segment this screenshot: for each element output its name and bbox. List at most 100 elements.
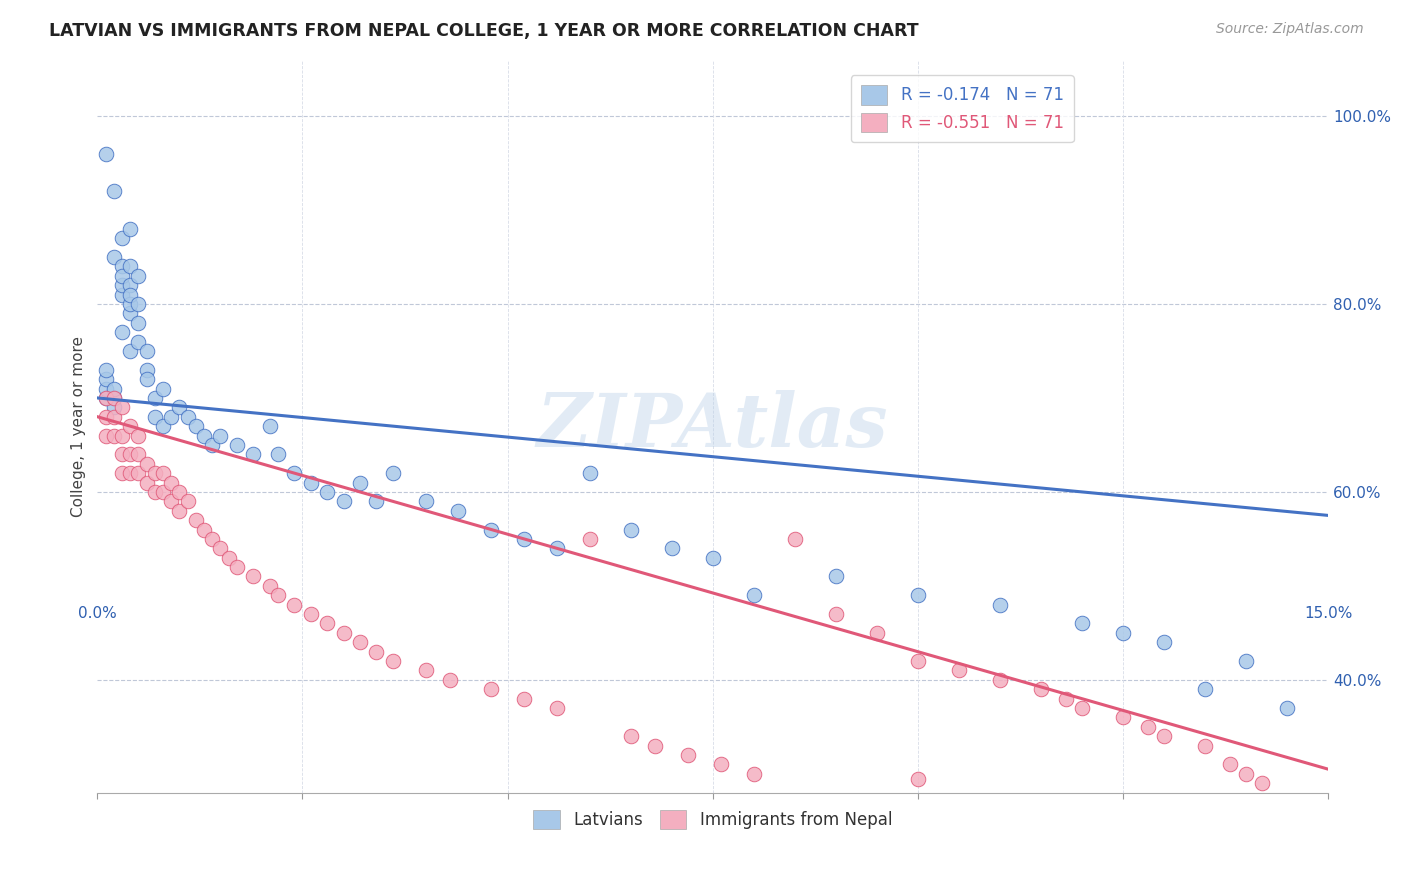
Point xyxy=(152,484,174,499)
Point xyxy=(209,541,232,556)
Point xyxy=(176,494,198,508)
Point xyxy=(546,541,568,556)
Point xyxy=(169,504,191,518)
Point xyxy=(824,607,846,621)
Point xyxy=(1219,757,1241,772)
Point xyxy=(702,550,724,565)
Point xyxy=(111,428,134,442)
Point xyxy=(907,588,929,602)
Point xyxy=(1194,739,1216,753)
Point xyxy=(742,588,765,602)
Point xyxy=(111,287,134,301)
Point xyxy=(1071,616,1094,631)
Point xyxy=(184,419,207,434)
Point xyxy=(201,532,224,546)
Point xyxy=(94,382,117,396)
Text: 0.0%: 0.0% xyxy=(77,606,117,621)
Point xyxy=(209,428,232,442)
Point xyxy=(661,541,683,556)
Point xyxy=(103,250,125,264)
Point xyxy=(94,391,117,405)
Point xyxy=(218,550,240,565)
Point xyxy=(94,146,117,161)
Point xyxy=(1194,682,1216,697)
Point xyxy=(94,428,117,442)
Point xyxy=(1275,701,1298,715)
Y-axis label: College, 1 year or more: College, 1 year or more xyxy=(72,335,86,516)
Point xyxy=(127,466,149,480)
Point xyxy=(127,297,149,311)
Point xyxy=(710,757,733,772)
Point xyxy=(103,391,125,405)
Point xyxy=(316,616,339,631)
Point xyxy=(111,466,134,480)
Point xyxy=(578,532,600,546)
Point xyxy=(948,664,970,678)
Point xyxy=(1251,776,1274,790)
Point xyxy=(381,466,404,480)
Point xyxy=(620,523,643,537)
Text: LATVIAN VS IMMIGRANTS FROM NEPAL COLLEGE, 1 YEAR OR MORE CORRELATION CHART: LATVIAN VS IMMIGRANTS FROM NEPAL COLLEGE… xyxy=(49,22,920,40)
Point xyxy=(94,391,117,405)
Point xyxy=(513,532,536,546)
Point xyxy=(143,484,166,499)
Point xyxy=(676,747,699,762)
Point xyxy=(120,260,142,274)
Point xyxy=(907,772,929,786)
Point xyxy=(120,447,142,461)
Point xyxy=(415,664,437,678)
Point xyxy=(283,466,305,480)
Point xyxy=(349,635,371,649)
Point xyxy=(103,382,125,396)
Point xyxy=(1071,701,1094,715)
Point xyxy=(143,391,166,405)
Point xyxy=(127,447,149,461)
Point xyxy=(225,560,247,574)
Point xyxy=(120,466,142,480)
Point xyxy=(193,523,215,537)
Point xyxy=(742,767,765,781)
Point xyxy=(103,409,125,424)
Point xyxy=(120,306,142,320)
Point xyxy=(120,278,142,293)
Point xyxy=(111,231,134,245)
Point xyxy=(1112,626,1135,640)
Point xyxy=(152,419,174,434)
Point xyxy=(111,325,134,339)
Point xyxy=(1112,710,1135,724)
Point xyxy=(160,494,183,508)
Point xyxy=(1234,654,1257,668)
Point xyxy=(439,673,461,687)
Point xyxy=(366,645,388,659)
Point xyxy=(120,221,142,235)
Point xyxy=(299,475,322,490)
Point xyxy=(152,466,174,480)
Point xyxy=(120,287,142,301)
Point xyxy=(160,409,183,424)
Point xyxy=(160,475,183,490)
Point xyxy=(447,504,470,518)
Point xyxy=(103,401,125,415)
Point xyxy=(111,268,134,283)
Point xyxy=(824,569,846,583)
Point xyxy=(259,579,281,593)
Point xyxy=(513,691,536,706)
Point xyxy=(127,428,149,442)
Point xyxy=(415,494,437,508)
Point xyxy=(143,409,166,424)
Point xyxy=(242,569,264,583)
Point xyxy=(479,523,502,537)
Point xyxy=(988,598,1011,612)
Text: 15.0%: 15.0% xyxy=(1303,606,1353,621)
Point xyxy=(135,363,157,377)
Point xyxy=(127,316,149,330)
Point xyxy=(1054,691,1077,706)
Point xyxy=(103,184,125,198)
Point xyxy=(127,334,149,349)
Point xyxy=(103,391,125,405)
Point xyxy=(316,484,339,499)
Point xyxy=(267,588,290,602)
Point xyxy=(1029,682,1052,697)
Point xyxy=(143,466,166,480)
Point xyxy=(479,682,502,697)
